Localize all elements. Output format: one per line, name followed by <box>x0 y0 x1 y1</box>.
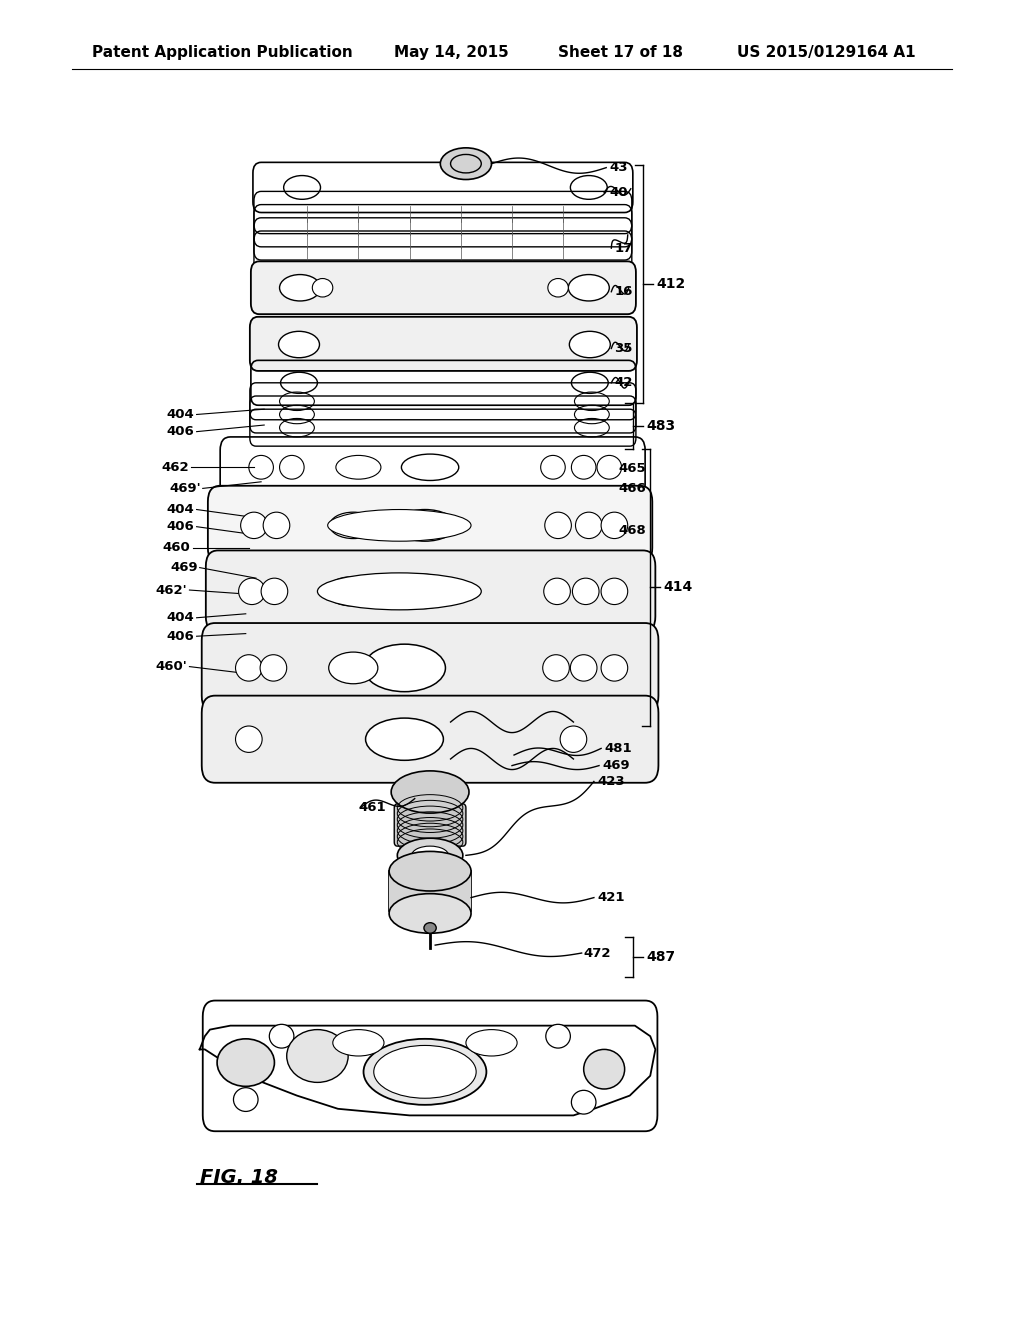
Text: 461: 461 <box>358 801 386 814</box>
FancyBboxPatch shape <box>250 317 637 371</box>
Ellipse shape <box>545 512 571 539</box>
FancyBboxPatch shape <box>206 550 655 632</box>
Ellipse shape <box>571 1090 596 1114</box>
Ellipse shape <box>601 512 628 539</box>
Ellipse shape <box>364 1039 486 1105</box>
Text: Sheet 17 of 18: Sheet 17 of 18 <box>558 45 683 61</box>
Ellipse shape <box>366 718 443 760</box>
Ellipse shape <box>280 275 321 301</box>
Text: 462': 462' <box>156 583 187 597</box>
Text: 483: 483 <box>646 418 675 433</box>
Text: 414: 414 <box>664 581 693 594</box>
Ellipse shape <box>397 838 463 873</box>
Text: FIG. 18: FIG. 18 <box>200 1168 278 1187</box>
Text: 16: 16 <box>614 285 633 298</box>
Text: 468: 468 <box>618 524 646 537</box>
Text: 17: 17 <box>614 242 633 255</box>
Ellipse shape <box>279 331 319 358</box>
Ellipse shape <box>466 1030 517 1056</box>
Ellipse shape <box>327 577 376 606</box>
Ellipse shape <box>333 1030 384 1056</box>
Ellipse shape <box>364 644 445 692</box>
Ellipse shape <box>391 771 469 813</box>
Text: 404: 404 <box>167 503 195 516</box>
Ellipse shape <box>263 512 290 539</box>
Text: 404: 404 <box>167 408 195 421</box>
Text: 481: 481 <box>604 742 632 755</box>
Text: 487: 487 <box>646 950 675 964</box>
Ellipse shape <box>261 578 288 605</box>
Ellipse shape <box>389 894 471 933</box>
FancyBboxPatch shape <box>394 804 466 846</box>
Ellipse shape <box>269 1024 294 1048</box>
Text: 404: 404 <box>167 611 195 624</box>
Text: 43: 43 <box>609 161 628 174</box>
Ellipse shape <box>543 655 569 681</box>
Ellipse shape <box>287 1030 348 1082</box>
Ellipse shape <box>233 1088 258 1111</box>
Text: 460': 460' <box>156 660 187 673</box>
Ellipse shape <box>601 578 628 605</box>
Text: 421: 421 <box>597 891 625 904</box>
FancyBboxPatch shape <box>202 696 658 783</box>
Ellipse shape <box>328 510 471 541</box>
Ellipse shape <box>236 655 262 681</box>
FancyBboxPatch shape <box>251 261 636 314</box>
Ellipse shape <box>330 512 377 539</box>
Ellipse shape <box>241 512 267 539</box>
Text: 469: 469 <box>170 561 198 574</box>
Ellipse shape <box>572 578 599 605</box>
Text: Patent Application Publication: Patent Application Publication <box>92 45 353 61</box>
Text: 460: 460 <box>163 541 190 554</box>
Ellipse shape <box>217 1039 274 1086</box>
Ellipse shape <box>389 851 471 891</box>
Ellipse shape <box>560 726 587 752</box>
Text: 466: 466 <box>618 482 646 495</box>
Ellipse shape <box>412 846 449 865</box>
Text: May 14, 2015: May 14, 2015 <box>394 45 509 61</box>
Ellipse shape <box>394 510 456 541</box>
Ellipse shape <box>392 574 454 609</box>
Ellipse shape <box>317 573 481 610</box>
Ellipse shape <box>568 275 609 301</box>
Ellipse shape <box>440 148 492 180</box>
FancyBboxPatch shape <box>202 623 658 713</box>
Ellipse shape <box>575 512 602 539</box>
Ellipse shape <box>260 655 287 681</box>
Text: 406: 406 <box>167 520 195 533</box>
Ellipse shape <box>601 655 628 681</box>
Text: US 2015/0129164 A1: US 2015/0129164 A1 <box>737 45 915 61</box>
Text: 40: 40 <box>609 186 628 199</box>
Text: 42: 42 <box>614 376 633 389</box>
Text: 406: 406 <box>167 630 195 643</box>
Ellipse shape <box>570 655 597 681</box>
Text: 35: 35 <box>614 342 633 355</box>
Ellipse shape <box>584 1049 625 1089</box>
FancyBboxPatch shape <box>208 486 652 564</box>
Ellipse shape <box>544 578 570 605</box>
Text: 423: 423 <box>597 775 625 788</box>
Ellipse shape <box>374 1045 476 1098</box>
Ellipse shape <box>424 923 436 933</box>
Ellipse shape <box>312 279 333 297</box>
Ellipse shape <box>329 652 378 684</box>
Ellipse shape <box>546 1024 570 1048</box>
Ellipse shape <box>239 578 265 605</box>
Text: 412: 412 <box>656 277 686 290</box>
Text: 462: 462 <box>162 461 189 474</box>
Text: 472: 472 <box>584 946 611 960</box>
Text: 406: 406 <box>167 425 195 438</box>
Ellipse shape <box>548 279 568 297</box>
Ellipse shape <box>236 726 262 752</box>
Text: 469': 469' <box>169 482 201 495</box>
Text: 469: 469 <box>602 759 630 772</box>
Text: 465: 465 <box>618 462 646 475</box>
Bar <box>389 871 471 913</box>
Ellipse shape <box>569 331 610 358</box>
